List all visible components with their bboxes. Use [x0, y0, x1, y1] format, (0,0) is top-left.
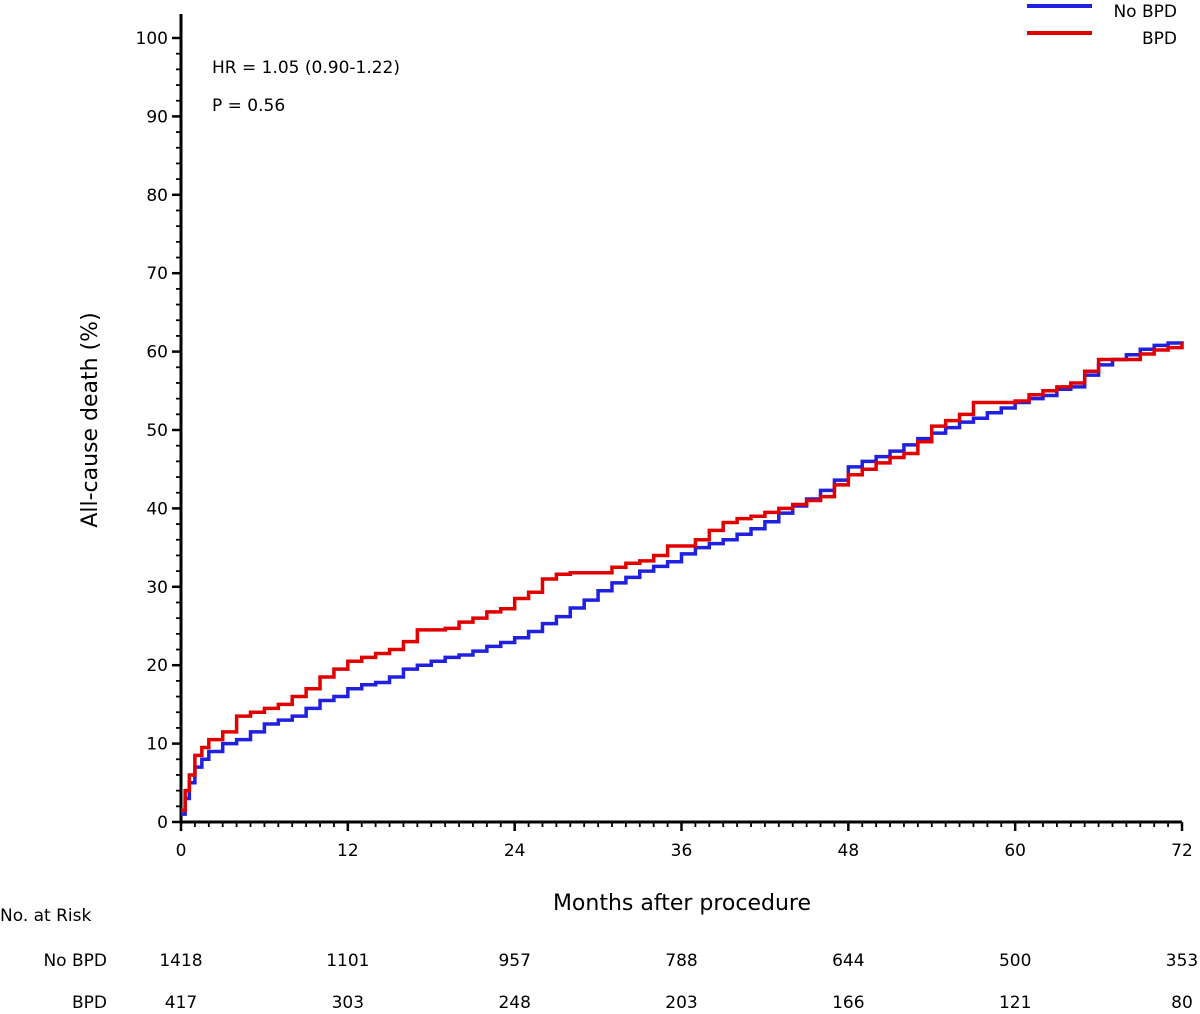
- x-tick-label: 0: [176, 841, 187, 861]
- risk-value: 644: [832, 951, 864, 971]
- risk-table: No. at Risk No BPD BPD 1418 1101 957 788 644…: [0, 906, 1198, 1013]
- risk-value: 203: [665, 993, 697, 1013]
- risk-value: 1418: [159, 951, 202, 971]
- risk-values: 1418 1101 957 788 644 500 353 417 303 248 203 166 12…: [159, 951, 1198, 1013]
- risk-row-label-no-bpd: No BPD: [43, 951, 107, 971]
- y-tick-label: 50: [146, 421, 168, 441]
- x-tick-label: 72: [1171, 841, 1193, 861]
- risk-value: 121: [999, 993, 1031, 1013]
- x-tick-label: 12: [337, 841, 359, 861]
- x-axis-title: Months after procedure: [553, 891, 811, 916]
- risk-value: 417: [165, 993, 197, 1013]
- y-tick-label: 40: [146, 499, 168, 519]
- risk-value: 303: [332, 993, 364, 1013]
- x-tick-label: 60: [1004, 841, 1026, 861]
- risk-value: 1101: [326, 951, 369, 971]
- y-tick-label: 80: [146, 186, 168, 206]
- axes: 0 10 20 30 40 50 60 70 80 90 100 0 12 24 36 48 60 72: [136, 14, 1193, 861]
- hr-annotation: HR = 1.05 (0.90-1.22): [212, 58, 400, 78]
- legend-label-bpd: BPD: [1142, 29, 1177, 49]
- y-tick-label: 60: [146, 343, 168, 363]
- risk-row-label-bpd: BPD: [72, 993, 107, 1013]
- risk-value: 166: [832, 993, 864, 1013]
- risk-value: 788: [665, 951, 697, 971]
- y-axis-title: All-cause death (%): [78, 312, 103, 527]
- risk-table-title: No. at Risk: [0, 906, 92, 926]
- risk-value: 957: [498, 951, 530, 971]
- y-tick-label: 0: [157, 813, 168, 833]
- y-tick-label: 100: [136, 29, 168, 49]
- legend: No BPD BPD: [1027, 2, 1177, 49]
- y-tick-label: 10: [146, 735, 168, 755]
- y-tick-label: 20: [146, 656, 168, 676]
- risk-value: 80: [1171, 993, 1193, 1013]
- x-ticks: 0 12 24 36 48 60 72: [176, 822, 1193, 861]
- x-tick-label: 48: [838, 841, 860, 861]
- series-line-no-bpd: [181, 341, 1184, 816]
- x-tick-label: 24: [504, 841, 526, 861]
- x-tick-label: 36: [671, 841, 693, 861]
- series-layer: [181, 341, 1184, 816]
- p-value-annotation: P = 0.56: [212, 96, 285, 116]
- risk-value: 248: [498, 993, 530, 1013]
- y-ticks: 0 10 20 30 40 50 60 70 80 90 100: [136, 29, 181, 833]
- risk-value: 353: [1166, 951, 1198, 971]
- y-tick-label: 70: [146, 264, 168, 284]
- y-tick-label: 30: [146, 578, 168, 598]
- risk-value: 500: [999, 951, 1031, 971]
- y-tick-label: 90: [146, 107, 168, 127]
- series-line-bpd: [181, 342, 1184, 812]
- legend-label-no-bpd: No BPD: [1113, 2, 1177, 22]
